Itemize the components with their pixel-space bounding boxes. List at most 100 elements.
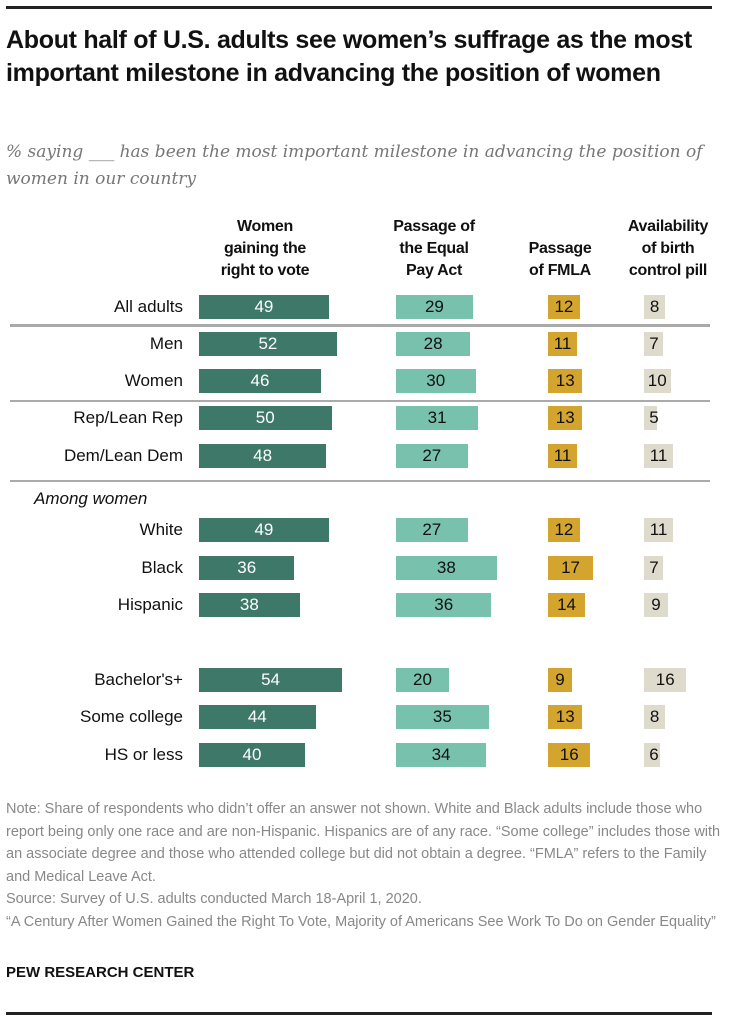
data-label: 16 [559, 745, 579, 764]
bar [644, 518, 674, 542]
bar [644, 556, 663, 580]
bar [396, 369, 476, 393]
column-header-line: Availability [627, 218, 709, 235]
bar [644, 593, 668, 617]
bar [548, 593, 586, 617]
bar [644, 369, 671, 393]
bar [548, 743, 591, 767]
data-label: 27 [422, 520, 442, 539]
column-header-line: control pill [628, 262, 708, 279]
bar [396, 518, 468, 542]
row-label: Dem/Lean Dem [63, 446, 183, 465]
data-label: 13 [555, 371, 575, 390]
column-header-line: Passage of [393, 218, 475, 235]
data-label: 49 [254, 297, 274, 316]
data-label: 44 [247, 707, 267, 726]
bar [199, 369, 321, 393]
data-label: 14 [557, 595, 576, 614]
data-label: 12 [554, 297, 574, 316]
bar [548, 668, 572, 692]
bar [548, 444, 578, 468]
bar [644, 705, 666, 729]
data-label: 17 [561, 558, 580, 577]
bar [199, 556, 295, 580]
data-label: 8 [649, 297, 660, 316]
bar [644, 743, 660, 767]
bar [199, 668, 343, 692]
row-label: Black [141, 558, 183, 577]
bar [199, 406, 332, 430]
data-label: 12 [554, 520, 574, 539]
data-label: 29 [424, 297, 444, 316]
row-label: White [139, 520, 183, 539]
data-label: 5 [649, 408, 659, 427]
row-label: Hispanic [117, 595, 183, 614]
row-label: Women [124, 371, 183, 390]
bar [644, 668, 687, 692]
brand-logo: PEW RESEARCH CENTER [6, 964, 195, 981]
bar [199, 444, 327, 468]
group-label-among-women: Among women [34, 489, 148, 508]
bar [644, 406, 658, 430]
data-label: 36 [434, 595, 454, 614]
column-header-line: of birth [641, 240, 695, 257]
data-label: 9 [651, 595, 661, 614]
data-label: 11 [649, 446, 668, 465]
separator [10, 324, 710, 327]
data-label: 31 [427, 408, 447, 427]
chart-title: About half of U.S. adults see women’s su… [6, 26, 692, 87]
data-label: 13 [555, 707, 575, 726]
bar [199, 743, 305, 767]
data-label: 34 [431, 745, 451, 764]
separator [10, 480, 710, 482]
bar [548, 332, 578, 356]
bar [548, 518, 580, 542]
data-label: 16 [655, 670, 675, 689]
row-label: All adults [114, 297, 183, 316]
column-header: Passage of FMLA [515, 238, 605, 282]
bottom-rule [6, 1012, 712, 1015]
column-header-line: Passage [528, 240, 592, 257]
bar [199, 518, 329, 542]
bar [396, 743, 487, 767]
separator [10, 400, 710, 402]
row-label: Some college [79, 707, 183, 726]
bar [199, 593, 300, 617]
bar [396, 668, 449, 692]
data-label: 54 [261, 670, 280, 689]
data-label: 20 [413, 670, 432, 689]
data-label: 7 [649, 558, 659, 577]
data-label: 50 [255, 408, 275, 427]
data-label: 11 [649, 520, 668, 539]
column-header: Passage of the Equal Pay Act [374, 216, 494, 282]
bar [396, 556, 497, 580]
bar [396, 332, 471, 356]
column-header: Women gaining the right to vote [200, 216, 330, 282]
bar [644, 332, 663, 356]
bar [199, 295, 329, 319]
bar [396, 406, 479, 430]
data-label: 35 [432, 707, 452, 726]
data-label: 52 [258, 334, 278, 353]
data-label: 11 [553, 446, 572, 465]
bar [199, 705, 316, 729]
row-label: Rep/Lean Rep [73, 408, 183, 427]
bar [396, 705, 489, 729]
bar [548, 705, 583, 729]
column-header-line: of FMLA [529, 262, 591, 279]
report-title: “A Century After Women Gained the Right … [6, 913, 716, 930]
chart-subtitle: % saying ___ has been the most important… [6, 142, 703, 189]
bar [396, 444, 468, 468]
data-label: 11 [553, 334, 572, 353]
data-label: 38 [239, 595, 259, 614]
data-label: 27 [422, 446, 442, 465]
data-label: 36 [237, 558, 257, 577]
bar [199, 332, 337, 356]
data-label: 9 [555, 670, 565, 689]
row-label: Bachelor's+ [94, 670, 183, 689]
data-label: 10 [647, 371, 667, 390]
bar [548, 369, 583, 393]
bar [548, 556, 594, 580]
bar [548, 406, 583, 430]
column-header-line: gaining the [223, 240, 307, 257]
